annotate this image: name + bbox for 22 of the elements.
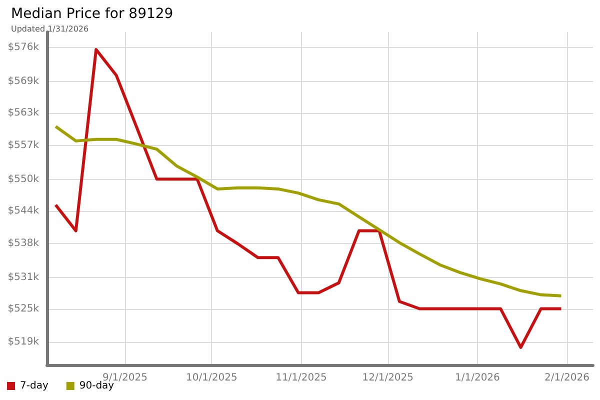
y-tick-label: $576k [8,42,40,53]
line-series [54,48,563,349]
y-tick-label: $525k [8,304,40,315]
line-series [54,124,563,298]
y-tick-label: $519k [8,336,40,348]
x-tick-label: 10/1/2025 [186,372,238,384]
y-tick-label: $563k [8,107,40,118]
y-tick-label: $569k [8,76,40,88]
legend-label: 7-day [20,380,48,392]
x-tick-label: 12/1/2025 [362,372,414,384]
x-tick-label: 11/1/2025 [276,372,327,384]
y-tick-label: $544k [8,205,40,216]
y-tick-label: $538k [8,238,40,250]
chart-title: Median Price for 89129 [11,6,174,22]
x-tick-label: 9/1/2025 [102,372,148,384]
x-tick-label: 1/1/2026 [454,372,500,384]
chart-subtitle: Updated 1/31/2026 [11,24,89,34]
x-tick-label: 2/1/2026 [544,372,590,384]
y-tick-label: $550k [8,174,40,186]
y-tick-label: $557k [8,140,40,152]
y-tick-label: $531k [8,272,40,284]
legend-label: 90-day [79,380,114,392]
